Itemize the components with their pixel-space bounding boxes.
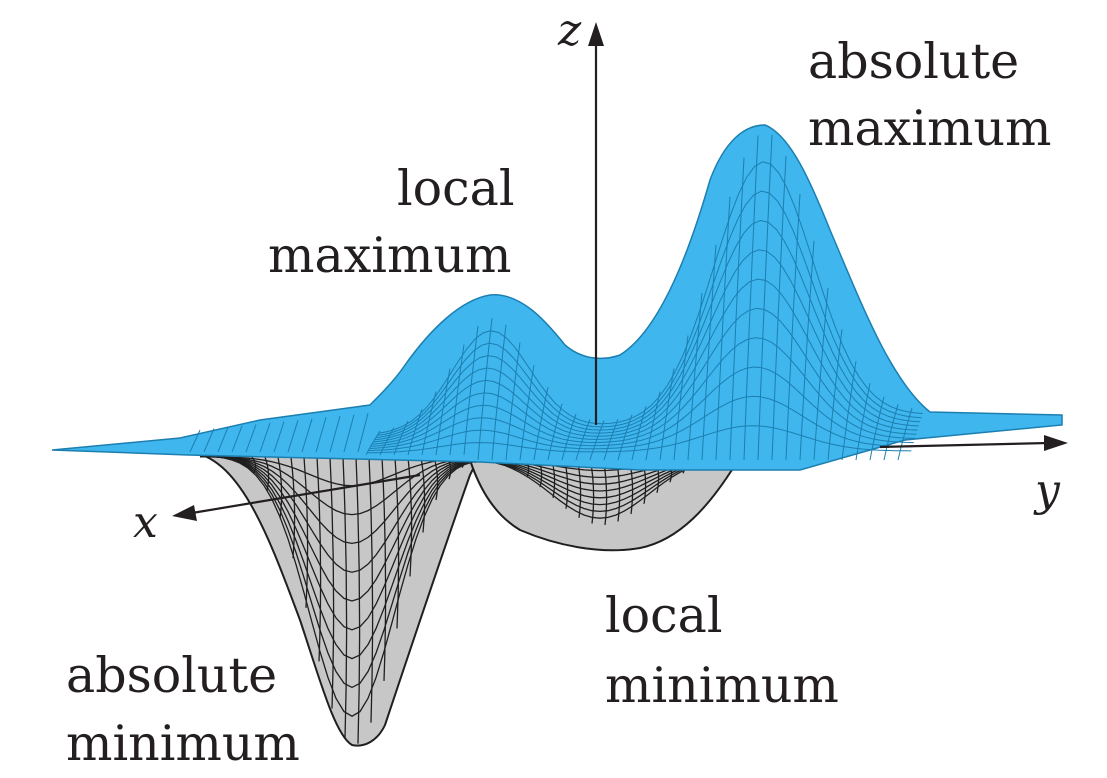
- mesh-line: [771, 156, 787, 461]
- mesh-line: [659, 368, 675, 461]
- annotation-line: maximum: [268, 227, 511, 284]
- mesh-line: [378, 161, 923, 434]
- mesh-line: [394, 456, 400, 629]
- mesh-line: [315, 417, 327, 453]
- mesh-line: [369, 366, 914, 449]
- annotation-line: local: [605, 587, 723, 644]
- mesh-line: [377, 190, 922, 436]
- local-minimum-well: [468, 458, 737, 552]
- mesh-line: [367, 425, 912, 454]
- mesh-line: [231, 425, 243, 453]
- x-axis-label: x: [133, 497, 158, 548]
- x-axis-arrowhead: [172, 505, 197, 521]
- mesh-line: [757, 134, 773, 461]
- axes: [172, 22, 1068, 521]
- upper-mesh-lines: [189, 134, 923, 461]
- annotation-local-maximum: local maximum: [268, 160, 515, 284]
- mesh-line: [381, 456, 387, 681]
- annotation-line: maximum: [808, 100, 1051, 157]
- mesh-line: [449, 344, 465, 456]
- mesh-line: [533, 386, 549, 461]
- mesh-line: [729, 157, 745, 461]
- mesh-line: [701, 244, 717, 461]
- mesh-line: [519, 365, 535, 461]
- x-axis-line: [191, 473, 421, 515]
- mesh-line: [316, 456, 322, 662]
- z-axis-arrowhead: [588, 22, 604, 46]
- annotation-line: absolute: [66, 647, 277, 704]
- mesh-line: [343, 414, 355, 453]
- mesh-line: [301, 418, 313, 453]
- mesh-line: [827, 329, 843, 461]
- mesh-line: [463, 325, 479, 456]
- annotation-line: minimum: [66, 715, 300, 772]
- annotation-line: absolute: [808, 33, 1019, 90]
- annotation-absolute-maximum: absolute maximum: [808, 33, 1051, 157]
- mesh-line: [245, 424, 257, 453]
- mesh-line: [368, 395, 913, 452]
- y-axis-line: [879, 441, 1049, 449]
- mesh-line: [785, 193, 801, 461]
- mesh-line: [273, 421, 285, 453]
- mesh-line: [287, 420, 299, 453]
- mesh-line: [477, 318, 493, 461]
- mesh-line: [491, 324, 507, 461]
- mesh-line: [357, 413, 369, 453]
- mesh-line: [374, 249, 919, 441]
- mesh-line: [199, 455, 729, 660]
- mesh-line: [743, 135, 759, 461]
- y-axis-label: y: [1033, 465, 1061, 516]
- mesh-line: [373, 278, 918, 443]
- mesh-line: [329, 456, 335, 709]
- mesh-line: [371, 337, 916, 447]
- mesh-line: [372, 307, 917, 445]
- mesh-line: [259, 422, 271, 453]
- mesh-line: [329, 415, 341, 453]
- mesh-line: [303, 456, 309, 608]
- mesh-line: [199, 454, 729, 717]
- mesh-line: [189, 429, 201, 453]
- mesh-line: [355, 456, 361, 744]
- mesh-line: [799, 240, 815, 461]
- mesh-line: [342, 456, 348, 739]
- mesh-line: [715, 196, 731, 461]
- mesh-line: [407, 456, 413, 577]
- surface-plane: [51, 124, 1063, 471]
- mesh-line: [673, 335, 689, 461]
- mesh-line: [376, 219, 921, 439]
- mesh-line: [203, 428, 215, 453]
- mesh-line: [855, 383, 871, 461]
- mesh-line: [505, 342, 521, 461]
- y-axis-arrowhead: [1044, 435, 1068, 451]
- annotation-line: minimum: [605, 657, 839, 714]
- annotation-absolute-minimum: absolute minimum: [66, 647, 300, 772]
- annotation-local-minimum: local minimum: [605, 587, 839, 714]
- upper-surface: [51, 124, 1063, 471]
- z-axis-label: z: [557, 5, 582, 56]
- mesh-line: [199, 455, 729, 689]
- annotation-line: local: [397, 160, 515, 217]
- mesh-line: [217, 427, 229, 453]
- mesh-line: [841, 361, 857, 461]
